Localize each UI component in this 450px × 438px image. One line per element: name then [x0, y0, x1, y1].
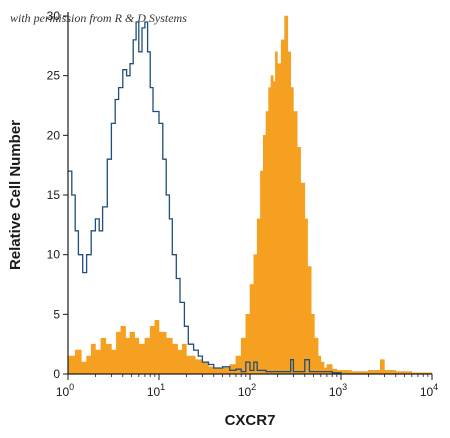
y-axis-ticks: 0 5 10 15 20 25 30 — [47, 9, 68, 381]
x-axis-title: CXCR7 — [225, 412, 276, 429]
x-tick-label: 104 — [420, 382, 438, 399]
x-tick-label: 102 — [238, 382, 256, 399]
y-axis-title: Relative Cell Number — [7, 120, 24, 270]
x-axis-ticks: 100 101 102 103 104 — [56, 374, 438, 399]
x-tick-label: 103 — [329, 382, 347, 399]
annotation-text: with permission from R & D Systems — [10, 11, 187, 25]
y-tick-label: 15 — [47, 188, 61, 202]
series-outline-histogram — [68, 21, 342, 374]
x-tick-label: 100 — [56, 382, 74, 399]
y-tick-label: 5 — [53, 307, 60, 321]
y-tick-label: 10 — [47, 248, 61, 262]
y-tick-label: 25 — [47, 69, 61, 83]
x-tick-label: 101 — [147, 382, 165, 399]
outline-series-layer — [68, 21, 342, 374]
y-tick-label: 30 — [47, 9, 61, 23]
y-tick-label: 20 — [47, 128, 61, 142]
y-tick-label: 0 — [53, 367, 60, 381]
series-filled-histogram — [67, 15, 433, 375]
filled-series-layer — [67, 15, 433, 375]
